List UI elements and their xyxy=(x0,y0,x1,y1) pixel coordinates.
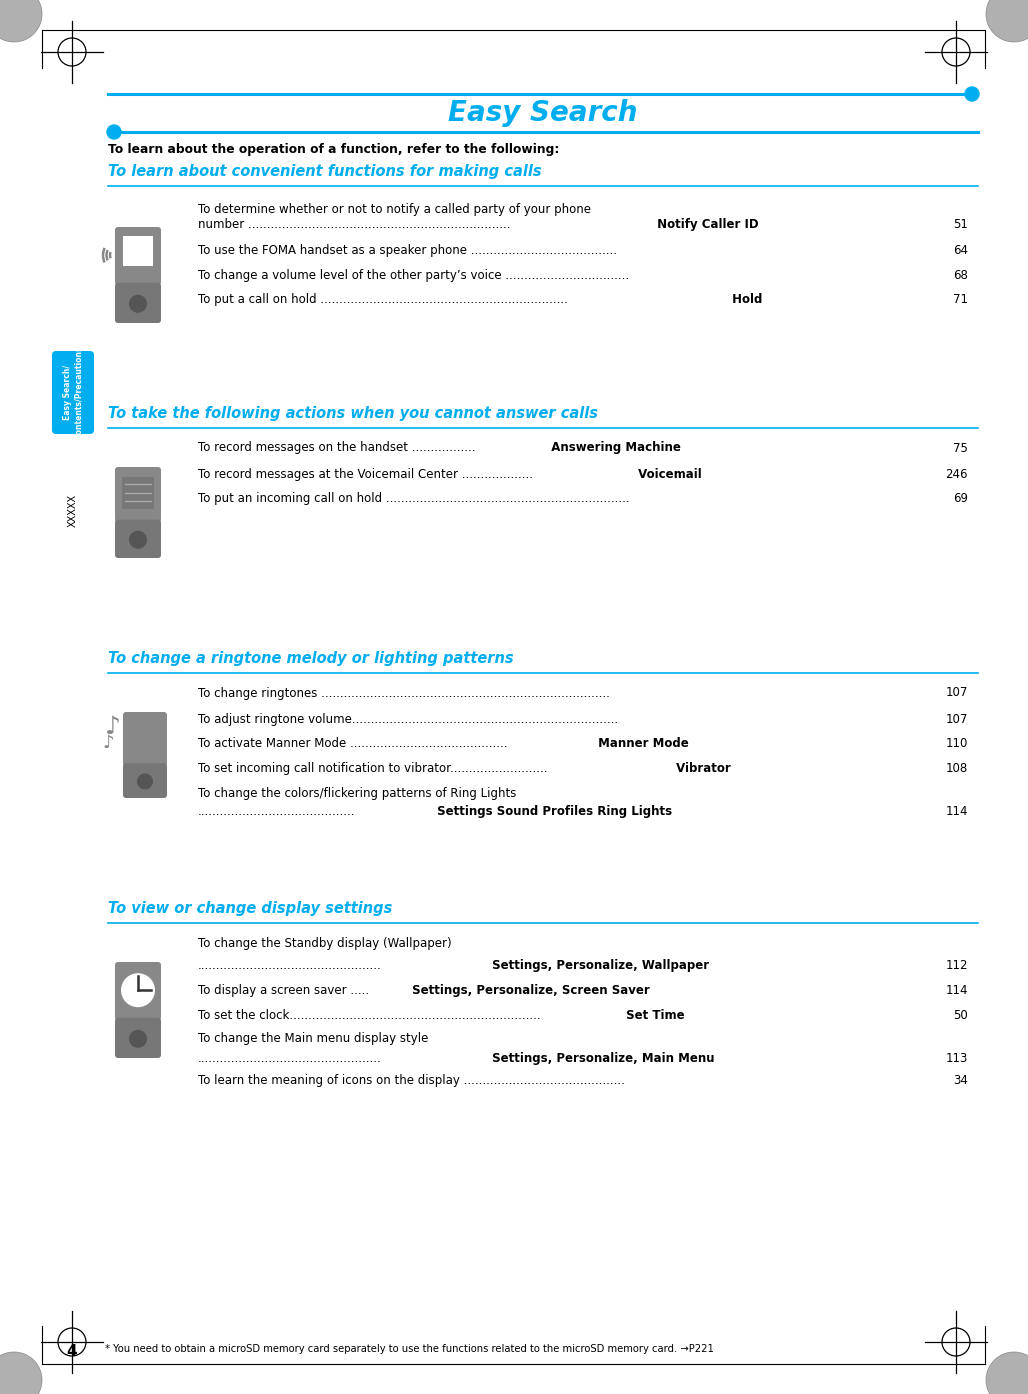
Text: To change ringtones ............................................................: To change ringtones ....................… xyxy=(198,686,610,700)
Circle shape xyxy=(128,531,147,549)
Text: .................................................: ........................................… xyxy=(198,1052,381,1065)
Text: To record messages on the handset .................: To record messages on the handset ......… xyxy=(198,442,476,454)
Circle shape xyxy=(121,973,155,1008)
Text: To change a ringtone melody or lighting patterns: To change a ringtone melody or lighting … xyxy=(108,651,514,666)
Text: To activate Manner Mode ..........................................: To activate Manner Mode ................… xyxy=(198,737,508,750)
Text: To change the Main menu display style: To change the Main menu display style xyxy=(198,1032,429,1044)
Text: To change a volume level of the other party’s voice ............................: To change a volume level of the other pa… xyxy=(198,269,629,282)
Text: Hold: Hold xyxy=(728,293,763,307)
Text: To set the clock................................................................: To set the clock........................… xyxy=(198,1008,541,1022)
Text: 110: 110 xyxy=(946,737,968,750)
FancyBboxPatch shape xyxy=(123,237,153,266)
Wedge shape xyxy=(0,1352,42,1394)
Text: To change the Standby display (Wallpaper): To change the Standby display (Wallpaper… xyxy=(198,938,451,951)
FancyBboxPatch shape xyxy=(115,962,161,1020)
Text: 107: 107 xyxy=(946,712,968,726)
FancyBboxPatch shape xyxy=(115,283,161,323)
FancyBboxPatch shape xyxy=(115,1018,161,1058)
Text: To learn about the operation of a function, refer to the following:: To learn about the operation of a functi… xyxy=(108,144,559,156)
Text: 108: 108 xyxy=(946,763,968,775)
Text: To put a call on hold ..........................................................: To put a call on hold ..................… xyxy=(198,293,567,307)
FancyBboxPatch shape xyxy=(123,712,167,765)
Text: 246: 246 xyxy=(946,467,968,481)
Text: number ......................................................................: number .................................… xyxy=(198,217,511,231)
Circle shape xyxy=(107,125,121,139)
Text: To view or change display settings: To view or change display settings xyxy=(108,901,393,916)
Text: To learn the meaning of icons on the display ...................................: To learn the meaning of icons on the dis… xyxy=(198,1073,625,1087)
Text: Set Time: Set Time xyxy=(622,1008,685,1022)
Wedge shape xyxy=(0,0,42,42)
Text: Easy Search/
Contents/Precautions: Easy Search/ Contents/Precautions xyxy=(63,346,83,439)
Text: 114: 114 xyxy=(946,806,968,818)
Wedge shape xyxy=(986,0,1028,42)
Text: Settings, Personalize, Main Menu: Settings, Personalize, Main Menu xyxy=(488,1052,714,1065)
Text: To record messages at the Voicemail Center ...................: To record messages at the Voicemail Cent… xyxy=(198,467,533,481)
Text: ♪: ♪ xyxy=(105,715,121,739)
Text: 114: 114 xyxy=(946,984,968,997)
Text: To set incoming call notification to vibrator..........................: To set incoming call notification to vib… xyxy=(198,763,548,775)
Text: To adjust ringtone volume.......................................................: To adjust ringtone volume...............… xyxy=(198,712,618,726)
Text: 69: 69 xyxy=(953,492,968,505)
Text: 51: 51 xyxy=(953,217,968,231)
Text: Answering Machine: Answering Machine xyxy=(543,442,681,454)
Text: 107: 107 xyxy=(946,686,968,700)
Text: Notify Caller ID: Notify Caller ID xyxy=(653,217,759,231)
Text: To change the colors/flickering patterns of Ring Lights: To change the colors/flickering patterns… xyxy=(198,786,516,800)
Circle shape xyxy=(128,294,147,312)
Text: ..........................................: ........................................… xyxy=(198,806,356,818)
Text: 68: 68 xyxy=(953,269,968,282)
Wedge shape xyxy=(986,1352,1028,1394)
Text: To put an incoming call on hold ................................................: To put an incoming call on hold ........… xyxy=(198,492,629,505)
FancyBboxPatch shape xyxy=(122,477,154,509)
Text: Vibrator: Vibrator xyxy=(672,763,731,775)
Text: 64: 64 xyxy=(953,244,968,256)
Text: .................................................: ........................................… xyxy=(198,959,381,972)
FancyBboxPatch shape xyxy=(115,467,161,523)
Text: To take the following actions when you cannot answer calls: To take the following actions when you c… xyxy=(108,406,598,421)
Text: Settings, Personalize, Wallpaper: Settings, Personalize, Wallpaper xyxy=(488,959,709,972)
Text: 50: 50 xyxy=(953,1008,968,1022)
Text: 75: 75 xyxy=(953,442,968,454)
FancyBboxPatch shape xyxy=(115,227,161,286)
Text: ♪: ♪ xyxy=(102,735,114,751)
Text: Voicemail: Voicemail xyxy=(634,467,702,481)
FancyBboxPatch shape xyxy=(123,763,167,797)
Circle shape xyxy=(965,86,979,100)
Text: To determine whether or not to notify a called party of your phone: To determine whether or not to notify a … xyxy=(198,204,591,216)
Text: XXXXX: XXXXX xyxy=(68,493,78,527)
Circle shape xyxy=(137,774,153,789)
Text: 4: 4 xyxy=(67,1344,77,1359)
FancyBboxPatch shape xyxy=(52,351,94,434)
Text: To display a screen saver .....: To display a screen saver ..... xyxy=(198,984,369,997)
Circle shape xyxy=(128,1030,147,1048)
Text: To use the FOMA handset as a speaker phone .....................................: To use the FOMA handset as a speaker pho… xyxy=(198,244,617,256)
Text: 34: 34 xyxy=(953,1073,968,1087)
FancyBboxPatch shape xyxy=(115,520,161,558)
Text: Manner Mode: Manner Mode xyxy=(594,737,689,750)
Text: 113: 113 xyxy=(946,1052,968,1065)
Text: Easy Search: Easy Search xyxy=(448,99,637,127)
Text: 112: 112 xyxy=(946,959,968,972)
Text: To learn about convenient functions for making calls: To learn about convenient functions for … xyxy=(108,164,542,178)
Text: Settings, Personalize, Screen Saver: Settings, Personalize, Screen Saver xyxy=(408,984,650,997)
Text: 71: 71 xyxy=(953,293,968,307)
Text: * You need to obtain a microSD memory card separately to use the functions relat: * You need to obtain a microSD memory ca… xyxy=(105,1344,713,1354)
Text: Settings Sound Profiles Ring Lights: Settings Sound Profiles Ring Lights xyxy=(433,806,672,818)
